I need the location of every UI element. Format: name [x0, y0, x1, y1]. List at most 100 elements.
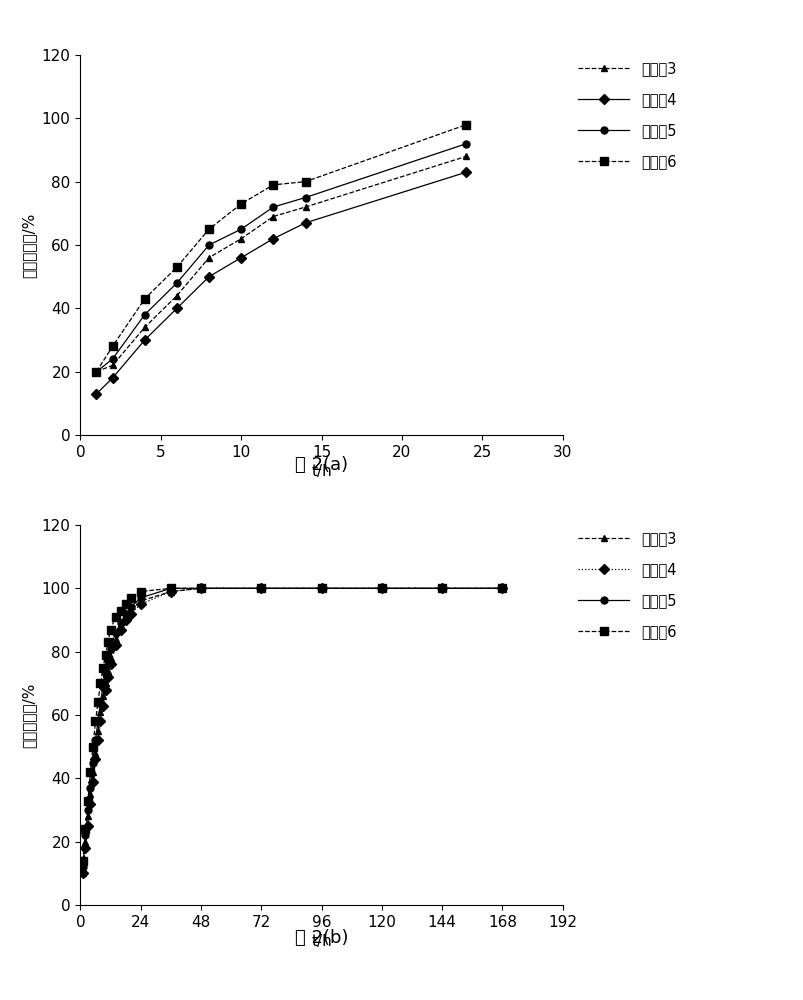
实施例4 — [108, 372, 117, 384]
Line: 实施例5: 实施例5 — [93, 140, 469, 375]
实施例5 — [96, 696, 105, 708]
实施例6 — [461, 119, 471, 131]
实施例5 — [140, 309, 149, 321]
实施例3 — [106, 652, 116, 664]
实施例3 — [268, 211, 278, 223]
实施例6 — [96, 677, 105, 689]
实施例6 — [316, 582, 326, 594]
实施例5 — [165, 582, 175, 594]
实施例3 — [165, 585, 175, 597]
Line: 实施例5: 实施例5 — [79, 585, 505, 870]
实施例3 — [100, 677, 110, 689]
实施例3 — [93, 725, 103, 737]
Line: 实施例6: 实施例6 — [92, 121, 470, 376]
Text: 图 2(b): 图 2(b) — [295, 929, 348, 947]
实施例4 — [140, 334, 149, 346]
Y-axis label: 累积释放率/%: 累积释放率/% — [21, 212, 36, 278]
实施例5 — [111, 627, 120, 639]
实施例4 — [78, 867, 88, 879]
实施例5 — [78, 861, 88, 873]
实施例5 — [120, 608, 130, 620]
实施例6 — [136, 585, 145, 597]
实施例6 — [256, 582, 266, 594]
Text: 图 2(a): 图 2(a) — [295, 456, 348, 474]
实施例6 — [100, 649, 110, 661]
实施例5 — [437, 582, 446, 594]
实施例4 — [111, 639, 120, 651]
实施例4 — [88, 776, 98, 788]
实施例3 — [140, 321, 149, 333]
实施例3 — [120, 611, 130, 623]
实施例4 — [256, 582, 266, 594]
实施例5 — [91, 734, 100, 746]
X-axis label: t/h: t/h — [311, 464, 332, 479]
实施例5 — [204, 239, 214, 251]
实施例4 — [125, 608, 135, 620]
实施例4 — [461, 166, 471, 178]
实施例6 — [165, 582, 175, 594]
实施例5 — [300, 192, 310, 204]
实施例3 — [136, 595, 145, 607]
实施例5 — [93, 715, 103, 727]
实施例3 — [461, 150, 471, 162]
实施例4 — [377, 582, 386, 594]
实施例3 — [316, 582, 326, 594]
实施例5 — [80, 829, 90, 841]
实施例4 — [103, 671, 112, 683]
实施例5 — [316, 582, 326, 594]
实施例3 — [437, 582, 446, 594]
实施例3 — [92, 366, 101, 378]
实施例4 — [136, 598, 145, 610]
实施例5 — [83, 804, 92, 816]
Line: 实施例4: 实施例4 — [93, 169, 469, 397]
实施例6 — [85, 766, 96, 778]
实施例6 — [91, 715, 100, 727]
实施例5 — [172, 277, 181, 289]
实施例6 — [78, 855, 88, 867]
实施例3 — [125, 604, 135, 616]
实施例3 — [172, 290, 181, 302]
实施例6 — [92, 366, 101, 378]
实施例3 — [204, 252, 214, 264]
实施例5 — [497, 582, 507, 594]
实施例5 — [103, 655, 112, 667]
实施例6 — [116, 604, 125, 616]
实施例5 — [377, 582, 386, 594]
实施例4 — [91, 753, 100, 765]
实施例6 — [140, 293, 149, 305]
实施例4 — [80, 842, 90, 854]
实施例4 — [236, 252, 246, 264]
实施例3 — [91, 747, 100, 759]
实施例4 — [268, 233, 278, 245]
Line: 实施例3: 实施例3 — [79, 585, 505, 877]
实施例5 — [100, 668, 110, 680]
实施例6 — [103, 636, 112, 648]
实施例4 — [100, 684, 110, 696]
实施例6 — [204, 223, 214, 235]
实施例4 — [437, 582, 446, 594]
Line: 实施例4: 实施例4 — [79, 585, 505, 877]
Y-axis label: 累积释放率/%: 累积释放率/% — [21, 682, 36, 748]
实施例3 — [108, 359, 117, 371]
实施例4 — [120, 614, 130, 626]
实施例5 — [461, 138, 471, 150]
实施例4 — [172, 302, 181, 314]
实施例5 — [236, 223, 246, 235]
实施例4 — [92, 388, 101, 400]
实施例3 — [98, 690, 108, 702]
实施例4 — [98, 700, 108, 712]
实施例6 — [80, 823, 90, 835]
实施例5 — [85, 782, 96, 794]
Legend: 实施例3, 实施例4, 实施例5, 实施例6: 实施例3, 实施例4, 实施例5, 实施例6 — [572, 525, 682, 645]
实施例3 — [85, 788, 96, 800]
实施例5 — [268, 201, 278, 213]
实施例6 — [172, 261, 181, 273]
实施例3 — [111, 633, 120, 645]
X-axis label: t/h: t/h — [311, 934, 332, 949]
实施例5 — [136, 592, 145, 604]
实施例4 — [96, 715, 105, 727]
实施例3 — [78, 867, 88, 879]
实施例3 — [236, 233, 246, 245]
实施例3 — [497, 582, 507, 594]
实施例5 — [125, 601, 135, 613]
